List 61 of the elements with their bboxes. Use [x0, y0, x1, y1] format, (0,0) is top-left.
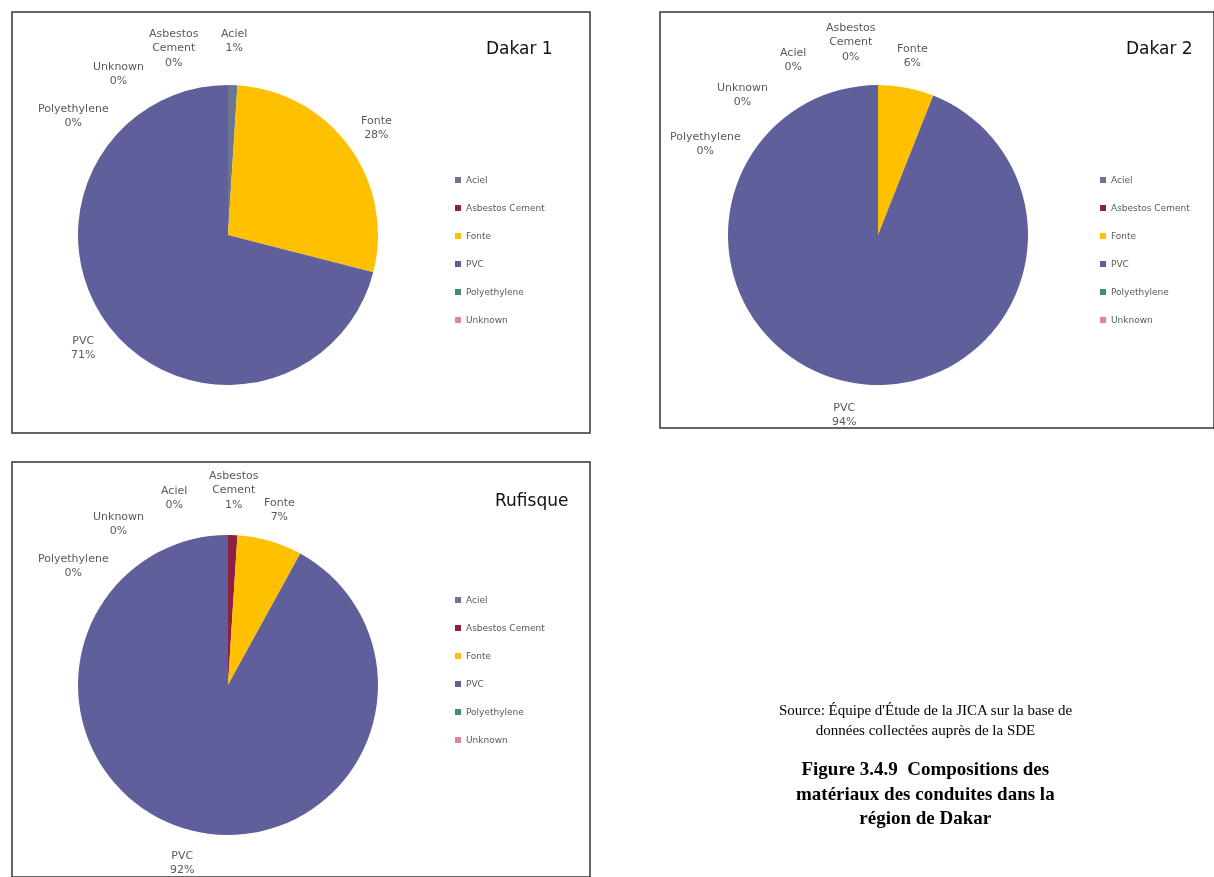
legend-label: Fonte — [466, 231, 492, 241]
text: 0% — [165, 498, 183, 512]
legend-label: PVC — [466, 679, 484, 689]
text: 0% — [842, 49, 860, 63]
text: 0% — [109, 74, 128, 88]
caption: Figure 3.4.9 Compositions des matériaux des conduites dans la région de Dakar — [796, 758, 1056, 829]
pie-slice — [228, 535, 301, 685]
text: 0% — [696, 144, 715, 158]
legend-label: Asbestos Cement — [1111, 203, 1191, 213]
data-label: 28% — [364, 128, 389, 142]
legend-label: Asbestos Cement — [466, 203, 546, 213]
data-label: 92% — [170, 863, 195, 877]
category-label: Unknown — [717, 81, 769, 94]
legend-label: Aciel — [466, 595, 488, 605]
legend-label: Fonte — [1111, 231, 1137, 241]
chart-title: Dakar 2 — [1126, 38, 1193, 58]
data-label: 7% — [270, 510, 289, 524]
data-label: 71% — [71, 348, 96, 362]
legend-label: Aciel — [466, 175, 488, 185]
legend-label: PVC — [1111, 259, 1129, 269]
text: 0% — [109, 524, 128, 538]
slice-label: Aciel — [221, 27, 248, 40]
category-label: Polyethylene — [38, 102, 109, 115]
source-note: Source: Équipe d'Étude de la JICA sur la base de données collectées auprès de la SDE — [779, 702, 1073, 738]
category-label: Aciel — [780, 46, 807, 59]
text: Rufisque — [495, 490, 569, 510]
category-label: Asbestos Cement — [149, 27, 199, 55]
data-label: 1% — [225, 497, 243, 511]
slice-label: Asbestos Cement — [209, 469, 259, 497]
legend-label: Asbestos Cement — [466, 623, 546, 633]
text: 0% — [64, 116, 83, 130]
data-label: 6% — [903, 56, 922, 70]
legend-label: Aciel — [1111, 175, 1133, 185]
category-label: Aciel — [161, 484, 188, 497]
legend-label: Polyethylene — [466, 707, 525, 717]
text: Dakar 1 — [486, 38, 553, 58]
legend-label: PVC — [466, 259, 484, 269]
slice-label: Fonte — [897, 42, 928, 55]
category-label: Unknown — [93, 510, 145, 523]
legend-label: Unknown — [466, 735, 508, 745]
pie-slice — [878, 85, 934, 235]
text: 0% — [733, 95, 752, 109]
category-label: Polyethylene — [670, 130, 741, 143]
text: 0% — [784, 60, 802, 74]
category-label: Polyethylene — [38, 552, 109, 565]
slice-label: PVC — [833, 401, 856, 414]
slice-label: PVC — [72, 334, 95, 347]
legend-label: Unknown — [466, 315, 508, 325]
legend-label: Polyethylene — [1111, 287, 1170, 297]
slice-label: Fonte — [264, 496, 295, 509]
legend-label: Fonte — [466, 651, 492, 661]
category-label: Unknown — [93, 60, 145, 73]
text: 0% — [165, 55, 183, 69]
text: 0% — [64, 566, 83, 580]
data-label: 1% — [225, 41, 243, 55]
slice-label: PVC — [171, 849, 194, 862]
legend-label: Polyethylene — [466, 287, 525, 297]
slice-label: Fonte — [361, 114, 392, 127]
data-label: 94% — [832, 415, 857, 429]
legend-label: Unknown — [1111, 315, 1153, 325]
category-label: Asbestos Cement — [826, 21, 876, 49]
